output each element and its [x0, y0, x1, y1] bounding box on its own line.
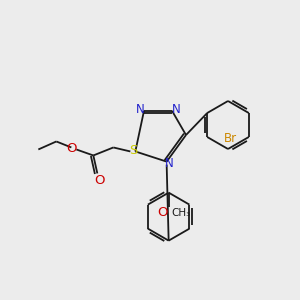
Text: N: N	[165, 157, 174, 170]
Text: N: N	[172, 103, 180, 116]
Text: O: O	[158, 206, 168, 219]
Text: O: O	[66, 142, 76, 155]
Text: Br: Br	[224, 133, 237, 146]
Text: N: N	[136, 103, 144, 116]
Text: CH₃: CH₃	[171, 208, 190, 218]
Text: O: O	[94, 174, 105, 187]
Text: S: S	[129, 144, 137, 157]
